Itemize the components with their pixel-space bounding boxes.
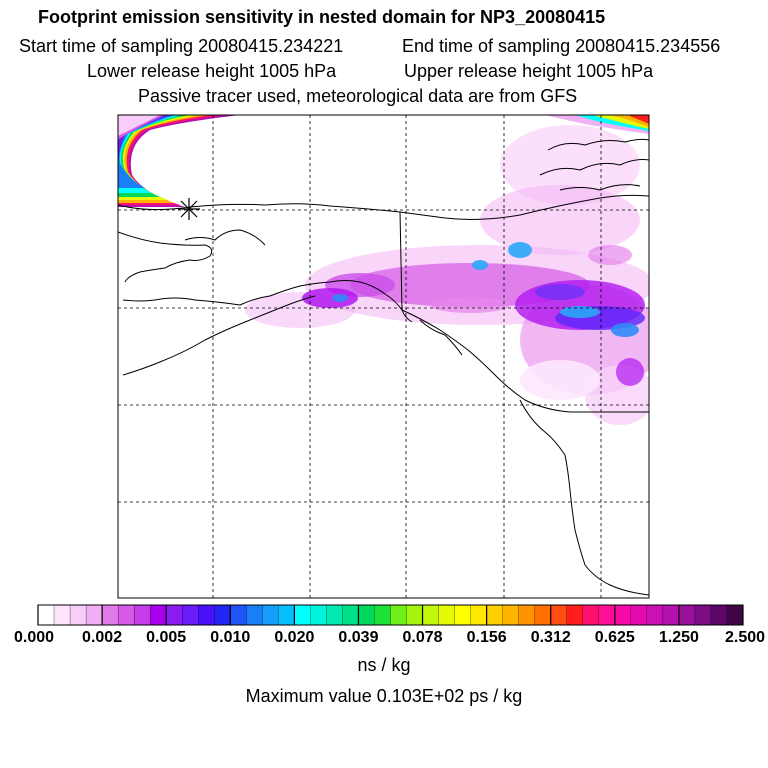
colorbar-cell [614,604,632,626]
map-frame [117,114,650,599]
maximum-value-label: Maximum value 0.103E+02 ps / kg [245,686,523,706]
colorbar-cell [470,604,488,626]
colorbar-cell [678,604,696,626]
end-time-label: End time of sampling 20080415.234556 [402,36,721,56]
colorbar-tick-label: 0.078 [402,629,443,646]
colorbar-cell [454,604,472,626]
colorbar-cell [53,604,71,626]
colorbar-cell [37,604,55,626]
colorbar-cell [534,604,552,626]
arctic-band-left [118,115,240,207]
colorbar-cell [438,604,456,626]
colorbar-cell [262,604,279,626]
colorbar-tick-label: 0.020 [274,629,315,646]
colorbar-cell [646,604,664,626]
colorbar-units: ns / kg [357,655,411,675]
upper-height-label: Upper release height 1005 hPa [404,61,654,81]
colorbar-tick-label: 0.005 [146,629,187,646]
colorbar-cell [85,604,103,626]
colorbar-cell [133,604,151,626]
colorbar-cell [662,604,680,626]
colorbar-tick-label: 0.000 [13,629,55,646]
lower-height-label: Lower release height 1005 hPa [87,61,337,81]
colorbar-cell [198,604,215,626]
colorbar-cell [598,604,616,626]
colorbar-cell [278,604,295,626]
start-time-label: Start time of sampling 20080415.234221 [19,36,344,56]
lat-lon-grid [118,115,649,598]
colorbar-cell [117,604,135,626]
colorbar-cell [374,604,391,626]
colorbar-cell [69,604,87,626]
colorbar-tick-label: 0.625 [594,629,635,646]
colorbar-cell [726,604,744,626]
colorbar-cell [486,604,504,626]
footprint-plume [245,125,649,425]
colorbar-cell [246,604,263,626]
colorbar-cell [566,604,584,626]
colorbar-cell [710,604,728,626]
colorbar-cell [166,604,183,626]
colorbar-tick-label: 0.002 [82,629,123,646]
colorbar-tick-label: 0.156 [466,629,507,646]
colorbar-cell [502,604,520,626]
colorbar-cell [390,604,407,626]
colorbar-cell [101,604,119,626]
colorbar-cell [214,604,231,626]
colorbar-cell [406,604,423,626]
colorbar-cell [182,604,199,626]
colorbar-cell [150,604,167,626]
receptor-star-marker [178,198,200,220]
colorbar-cell [518,604,536,626]
colorbar-cell [310,604,327,626]
map-title: Footprint emission sensitivity in nested… [38,7,606,27]
arctic-band-right [545,115,649,134]
colorbar-cell [230,604,247,626]
tracer-info-label: Passive tracer used, meteorological data… [138,86,578,106]
colorbar-cell [358,604,375,626]
colorbar-tick-label: 2.500 [724,629,766,646]
colorbar-cell [422,604,440,626]
colorbar-cell [582,604,600,626]
colorbar-cell [342,604,359,626]
colorbar-tick-label: 1.250 [658,629,699,646]
colorbar-tick-label: 0.010 [210,629,251,646]
colorbar-cell [550,604,568,626]
colorbar-cell [294,604,311,626]
colorbar-tick-label: 0.039 [338,629,379,646]
colorbar-cell [694,604,712,626]
colorbar-cell [326,604,343,626]
colorbar-tick-label: 0.312 [530,629,571,646]
coastlines [118,138,649,596]
colorbar-cell [630,604,648,626]
